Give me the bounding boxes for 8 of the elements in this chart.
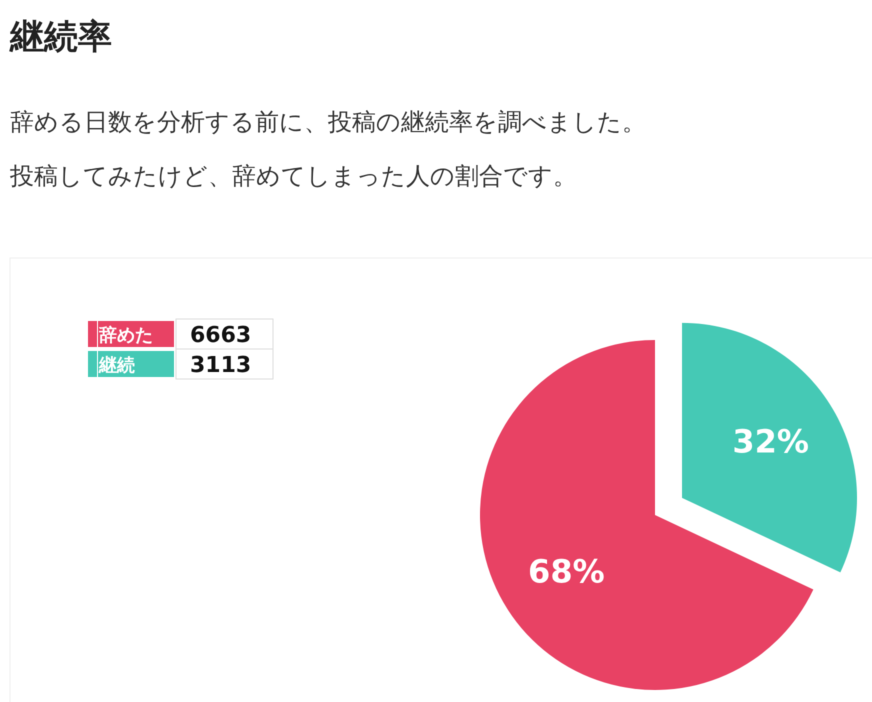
- chart-subtitle: 辞める日数を分析する前に、投稿の継続率を調べました。: [10, 108, 646, 136]
- data-label: 68%: [528, 552, 605, 590]
- legend-label: 辞めた: [98, 325, 153, 346]
- data-label: 32%: [732, 422, 809, 461]
- legend-label: 継続: [98, 355, 135, 376]
- chart-title: 継続率: [9, 17, 112, 57]
- legend: 辞めた 6663 継続 3113: [88, 318, 274, 380]
- text: 投稿してみたけど、辞めてしまった人の割合です。: [9, 162, 577, 190]
